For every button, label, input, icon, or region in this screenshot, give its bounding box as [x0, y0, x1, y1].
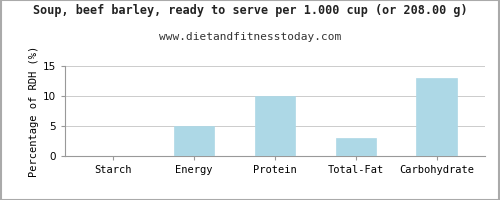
Bar	[174, 126, 214, 156]
Text: www.dietandfitnesstoday.com: www.dietandfitnesstoday.com	[159, 32, 341, 42]
Bar	[255, 96, 295, 156]
Bar	[336, 138, 376, 156]
Y-axis label: Percentage of RDH (%): Percentage of RDH (%)	[28, 45, 38, 177]
Text: Soup, beef barley, ready to serve per 1.000 cup (or 208.00 g): Soup, beef barley, ready to serve per 1.…	[32, 4, 468, 17]
Bar	[416, 78, 457, 156]
